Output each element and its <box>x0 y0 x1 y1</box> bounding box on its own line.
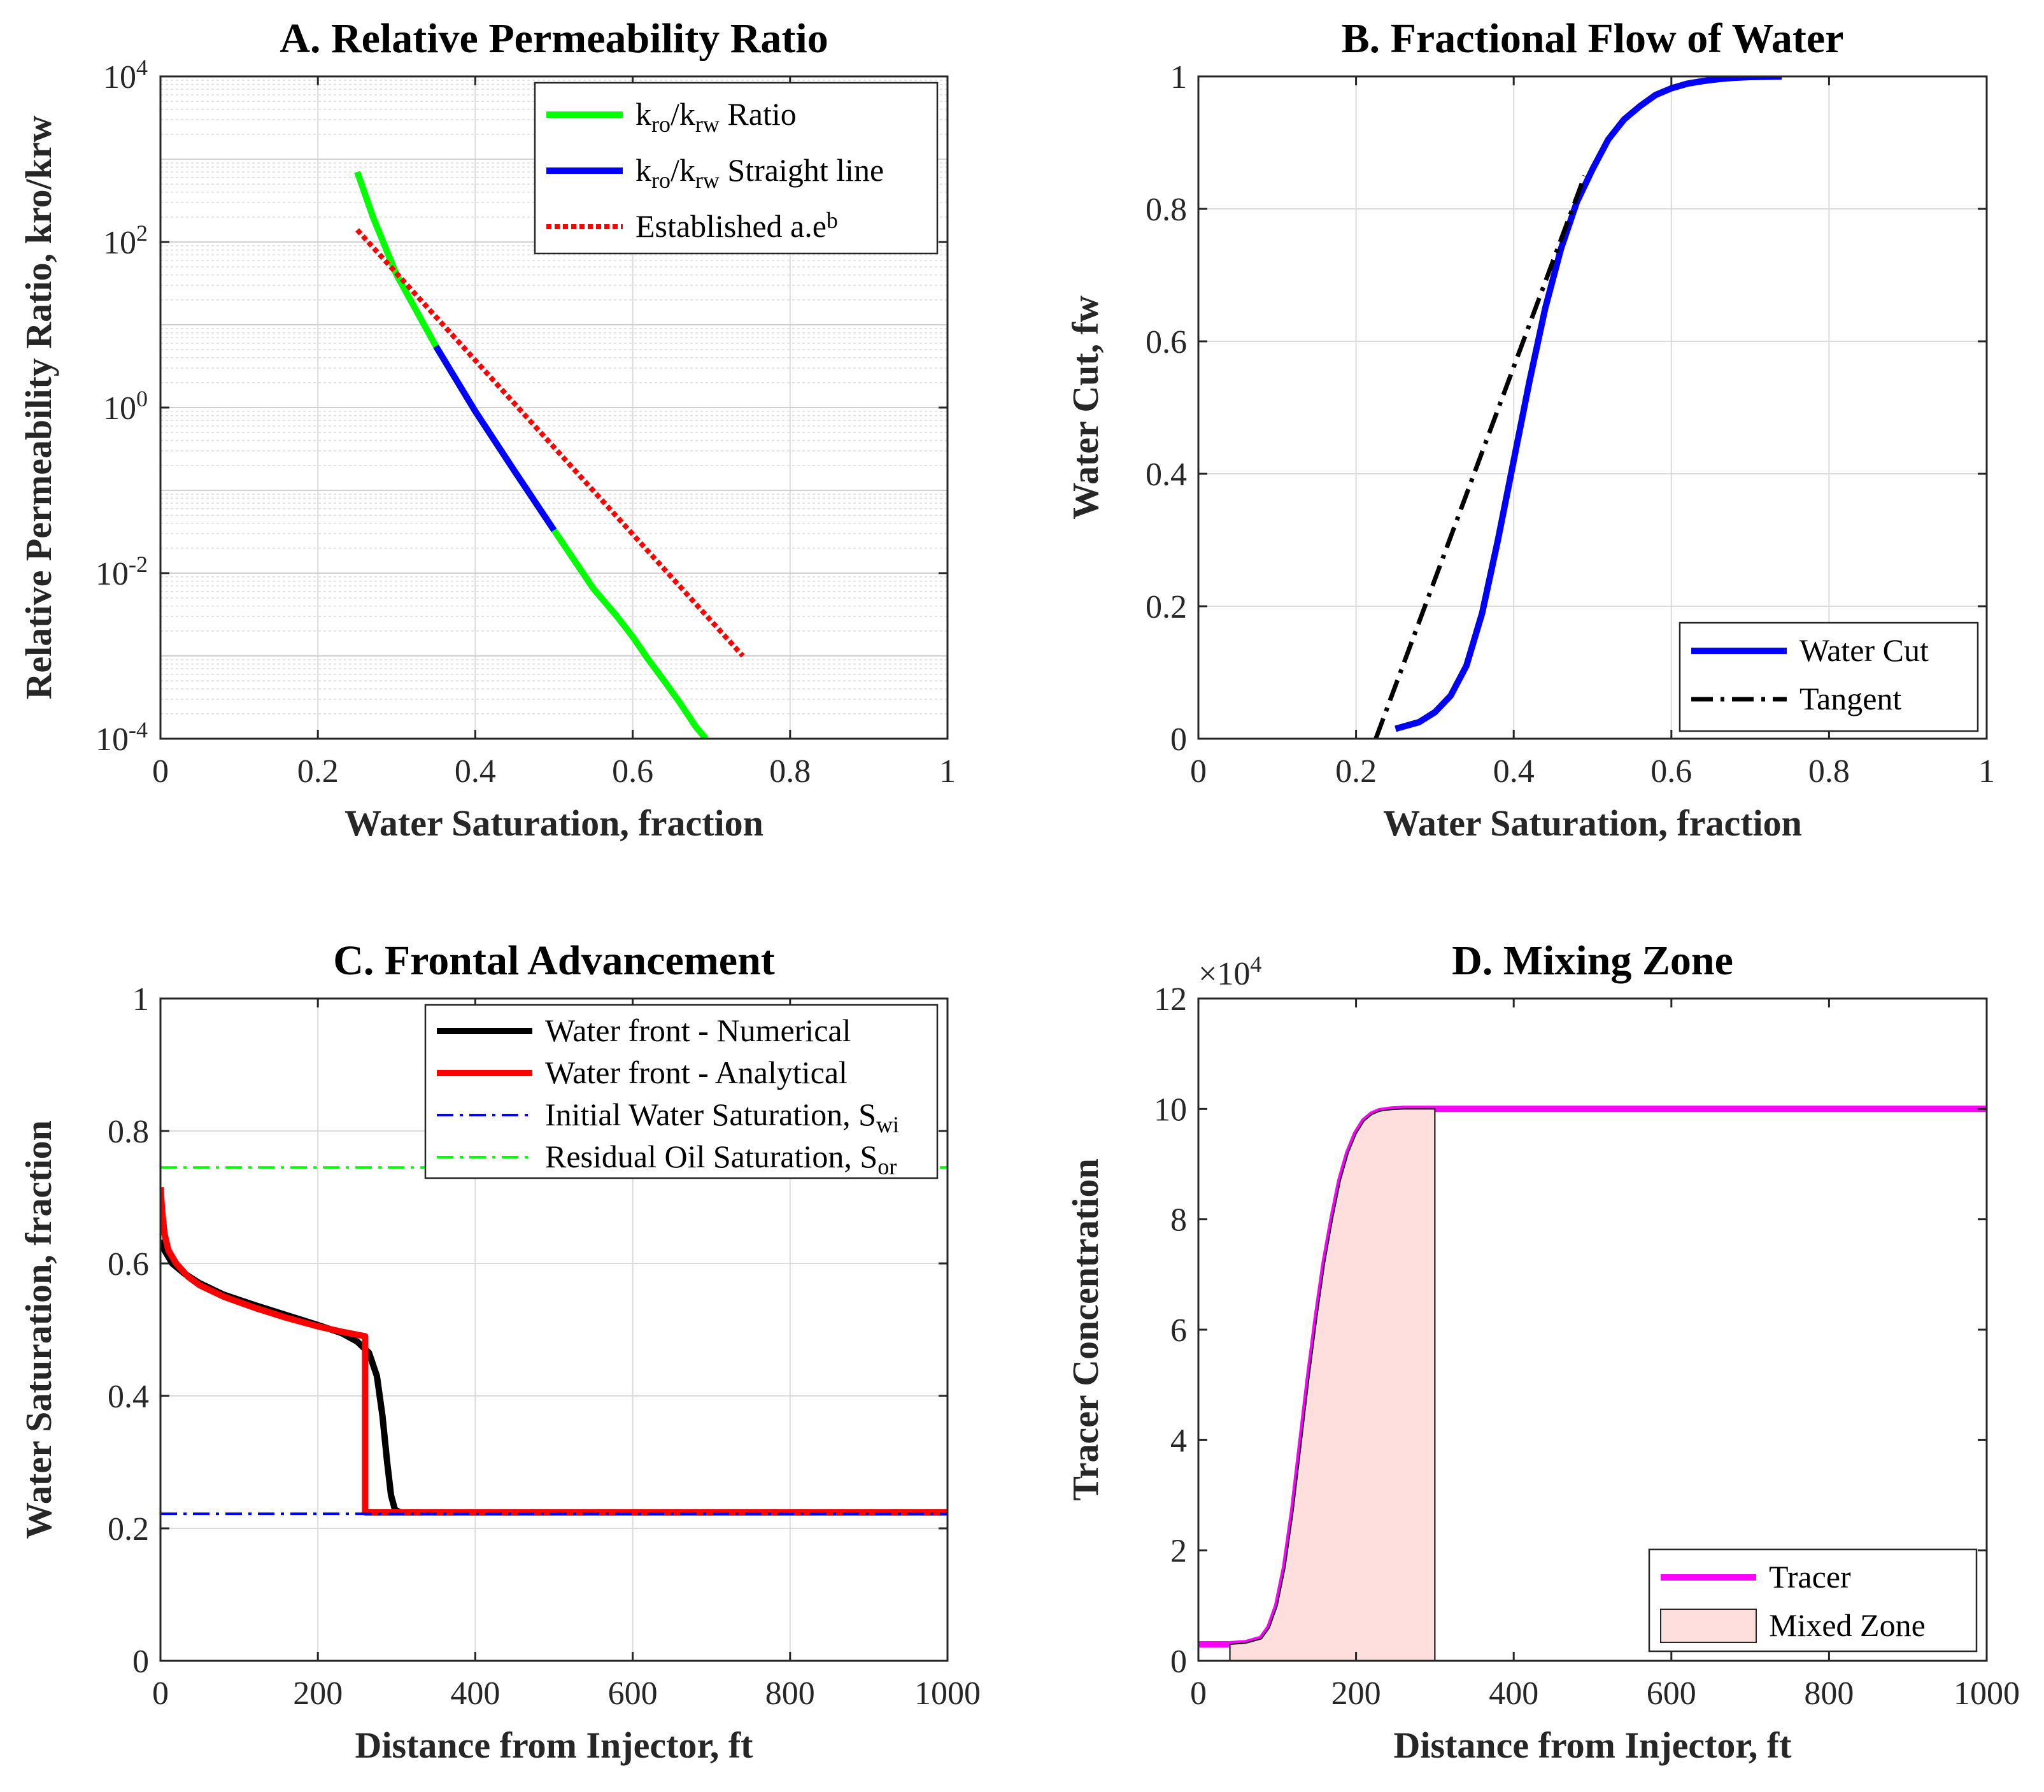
y-tick-label: 4 <box>1170 1423 1187 1459</box>
x-axis-label: Distance from Injector, ft <box>1394 1724 1792 1766</box>
x-tick-label: 200 <box>1331 1675 1381 1712</box>
x-tick-label: 0 <box>152 753 169 790</box>
y-tick-label: 0.4 <box>1146 457 1187 493</box>
x-tick-label: 0.2 <box>297 753 339 790</box>
legend: Tracer Mixed Zone <box>1648 1548 1978 1653</box>
y-axis-label: Relative Permeability Ratio, kro/krw <box>18 115 59 699</box>
x-tick-label: 0.4 <box>455 753 496 790</box>
y-tick-label: 0.6 <box>1146 324 1187 360</box>
y-tick-label: 10 <box>1154 1092 1187 1128</box>
legend: Water Cut Tangent <box>1678 622 1979 732</box>
series-line-1 <box>1373 174 1587 739</box>
legend-box <box>1678 622 1979 732</box>
x-tick-label: 1 <box>939 753 956 790</box>
y-tick-label: 0.6 <box>108 1246 149 1283</box>
data-layer <box>1373 76 1782 739</box>
y-tick-label: 6 <box>1170 1312 1187 1349</box>
x-tick-label: 600 <box>608 1675 658 1712</box>
y-tick-label: 2 <box>1170 1533 1187 1570</box>
y-tick-label: 10-4 <box>96 717 148 758</box>
y-axis-label: Tracer Concentration <box>1065 1158 1106 1500</box>
x-tick-label: 0.8 <box>1808 753 1850 790</box>
data-layer <box>354 171 745 739</box>
chart-title: B. Fractional Flow of Water <box>1342 15 1844 62</box>
legend-label: Mixed Zone <box>1769 1607 1926 1643</box>
axes-box <box>1197 75 1988 740</box>
y-tick-label: 1 <box>1170 59 1187 96</box>
legend-swatch <box>1660 1609 1757 1643</box>
y-tick-label: 0 <box>132 1644 149 1680</box>
chart-title: A. Relative Permeability Ratio <box>280 15 828 62</box>
legend-label: Water front - Analytical <box>545 1055 848 1090</box>
y-tick-label: 0.8 <box>108 1114 149 1150</box>
legend-label: kro/krw Straight line <box>635 152 884 193</box>
chart-b: 0 0.2 0.4 0.6 0.8 1 0 0.2 0.4 0.6 0.8 1 B. Fractiona… <box>1065 15 1995 844</box>
legend: Water front - Numerical Water front - Ana… <box>424 1004 939 1179</box>
y-tick-label: 0.8 <box>1146 192 1187 228</box>
y-axis-label: Water Saturation, fraction <box>18 1120 59 1539</box>
x-tick-label: 400 <box>1489 1675 1538 1712</box>
chart-a: 0 0.2 0.4 0.6 0.8 1 10-4 10-2 100 102 104 A. Relati… <box>18 15 956 844</box>
series-line-0 <box>1395 76 1782 732</box>
y-tick-label: 10-2 <box>96 551 148 592</box>
x-tick-label: 0.4 <box>1493 753 1535 790</box>
x-tick-label: 0.8 <box>769 753 811 790</box>
x-tick-label: 800 <box>1804 1675 1854 1712</box>
x-tick-label: 1000 <box>914 1675 981 1712</box>
legend-label: Tracer <box>1769 1559 1851 1595</box>
chart-title: D. Mixing Zone <box>1452 937 1733 984</box>
x-tick-label: 0.2 <box>1335 753 1377 790</box>
x-tick-label: 1 <box>1978 753 1995 790</box>
data-layer <box>1198 1106 1987 1661</box>
legend-label: Residual Oil Saturation, Sor <box>545 1139 897 1179</box>
legend-label: Water front - Numerical <box>545 1013 851 1048</box>
y-tick-label: 0.2 <box>108 1511 149 1547</box>
series-line-1 <box>160 1187 947 1516</box>
y-tick-label: 104 <box>103 55 148 96</box>
x-axis-label: Water Saturation, fraction <box>344 802 763 844</box>
y-tick-label: 12 <box>1154 981 1187 1018</box>
axes-box <box>159 997 949 1662</box>
legend-label: Tangent <box>1799 681 1901 716</box>
x-axis-label: Water Saturation, fraction <box>1383 802 1802 844</box>
x-tick-label: 0 <box>1190 753 1207 790</box>
legend-label: Established a.eb <box>635 208 838 244</box>
legend-label: Initial Water Saturation, Swi <box>545 1097 899 1137</box>
legend-label: kro/krw Ratio <box>635 96 797 137</box>
y-tick-label: 8 <box>1170 1202 1187 1239</box>
x-tick-label: 1000 <box>1954 1675 2020 1712</box>
x-tick-label: 0.6 <box>1650 753 1692 790</box>
chart-c: 0 200 400 600 800 1000 0 0.2 0.4 0.6 0.8 1 C. Fronta… <box>18 937 981 1766</box>
series-line-0 <box>354 171 709 739</box>
y-tick-label: 100 <box>103 386 148 427</box>
legend: kro/krw Ratio kro/krw Straight line Establ… <box>534 82 939 255</box>
y-tick-label: 0.2 <box>1146 589 1187 625</box>
x-tick-label: 600 <box>1647 1675 1696 1712</box>
x-tick-label: 800 <box>765 1675 815 1712</box>
x-tick-label: 0 <box>1190 1675 1207 1712</box>
x-tick-label: 200 <box>293 1675 343 1712</box>
x-tick-label: 400 <box>450 1675 500 1712</box>
chart-title: C. Frontal Advancement <box>333 937 775 984</box>
y-tick-label: 102 <box>103 220 148 261</box>
y-axis-label: Water Cut, fw <box>1065 295 1106 520</box>
y-tick-label: 0 <box>1170 722 1187 758</box>
series-line-1 <box>433 345 557 532</box>
chart-d: 0 200 400 600 800 1000 0 2 4 6 8 10 12 ×104 D. Mixing … <box>1065 937 2020 1766</box>
x-tick-label: 0.6 <box>612 753 653 790</box>
y-multiplier: ×104 <box>1198 951 1261 992</box>
y-tick-label: 0.4 <box>108 1379 149 1415</box>
series-mixed-zone <box>1229 1108 1436 1661</box>
legend-label: Water Cut <box>1799 632 1929 668</box>
y-tick-label: 0 <box>1170 1644 1187 1680</box>
x-tick-label: 0 <box>152 1675 169 1712</box>
x-axis-label: Distance from Injector, ft <box>355 1724 754 1766</box>
y-tick-label: 1 <box>132 981 149 1018</box>
series-line-2 <box>355 228 745 658</box>
